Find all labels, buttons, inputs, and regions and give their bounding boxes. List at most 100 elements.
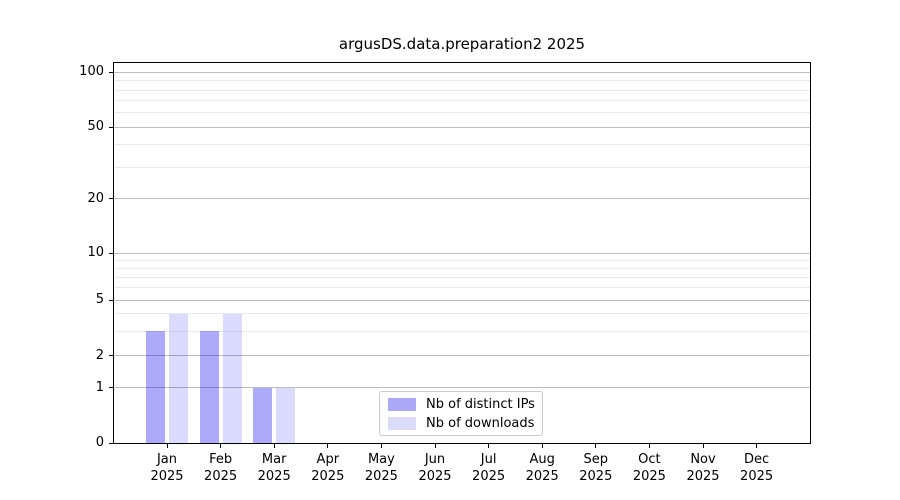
x-tick-month: Oct: [638, 452, 661, 467]
x-tick-mark: [756, 444, 758, 448]
x-tick-year: 2025: [150, 468, 184, 484]
x-tick-label-may: May 2025: [349, 452, 413, 485]
x-tick-month: Jul: [480, 452, 497, 467]
minor-gridline: [114, 144, 810, 146]
x-tick-year: 2025: [579, 468, 613, 484]
x-tick-month: Apr: [316, 452, 340, 467]
major-gridline: [114, 252, 810, 254]
x-tick-label-mar: Mar 2025: [242, 452, 306, 485]
bar-nb-of-distinct-ips-feb: [199, 331, 219, 443]
x-tick-label-sep: Sep 2025: [564, 452, 628, 485]
x-tick-month: Dec: [744, 452, 770, 467]
x-tick-month: Feb: [209, 452, 233, 467]
y-tick-label: 10: [87, 245, 104, 261]
x-tick-year: 2025: [257, 468, 291, 484]
x-tick-mark: [595, 444, 597, 448]
y-tick-label: 20: [87, 190, 104, 206]
minor-gridline: [114, 80, 810, 82]
x-tick-year: 2025: [472, 468, 506, 484]
x-tick-label-dec: Dec 2025: [725, 452, 789, 485]
minor-gridline: [114, 100, 810, 102]
chart-title: argusDS.data.preparation2 2025: [338, 35, 586, 53]
bar-nb-of-downloads-feb: [222, 313, 242, 443]
bar-nb-of-downloads-jan: [169, 313, 188, 443]
legend-swatch-distinct-ips: [388, 397, 416, 411]
minor-gridline: [114, 287, 810, 289]
y-tick-mark: [109, 355, 113, 357]
minor-gridline: [114, 330, 810, 332]
x-tick-year: 2025: [632, 468, 666, 484]
minor-gridline: [114, 166, 810, 168]
y-tick-mark: [109, 442, 113, 444]
x-tick-mark: [273, 444, 275, 448]
x-tick-month: Nov: [690, 452, 716, 467]
x-tick-label-oct: Oct 2025: [617, 452, 681, 485]
bar-nb-of-distinct-ips-jan: [146, 331, 165, 443]
y-tick-mark: [109, 198, 113, 200]
minor-gridline: [114, 313, 810, 315]
x-tick-mark: [648, 444, 650, 448]
x-tick-mark: [541, 444, 543, 448]
y-tick-label: 100: [79, 64, 104, 80]
minor-gridline: [114, 268, 810, 270]
x-tick-year: 2025: [686, 468, 720, 484]
y-tick-mark: [109, 126, 113, 128]
legend-swatch-downloads: [388, 416, 416, 430]
minor-gridline: [114, 89, 810, 91]
bar-nb-of-distinct-ips-mar: [253, 387, 273, 443]
x-tick-year: 2025: [364, 468, 398, 484]
x-tick-month: May: [367, 452, 395, 467]
x-tick-year: 2025: [418, 468, 452, 484]
y-tick-label: 2: [95, 347, 104, 363]
x-tick-label-nov: Nov 2025: [671, 452, 735, 485]
x-tick-mark: [327, 444, 329, 448]
x-tick-label-jan: Jan 2025: [135, 452, 199, 485]
legend: Nb of distinct IPs Nb of downloads: [379, 391, 543, 436]
x-tick-mark: [488, 444, 490, 448]
x-tick-label-apr: Apr 2025: [296, 452, 360, 485]
minor-gridline: [114, 112, 810, 114]
legend-item-downloads: Nb of downloads: [388, 415, 542, 431]
x-tick-year: 2025: [204, 468, 238, 484]
x-tick-month: Sep: [583, 452, 609, 467]
x-tick-year: 2025: [525, 468, 559, 484]
major-gridline: [114, 355, 810, 357]
bar-nb-of-downloads-mar: [276, 387, 296, 443]
y-tick-label: 1: [95, 379, 104, 395]
y-tick-label: 5: [95, 292, 104, 308]
x-tick-label-aug: Aug 2025: [510, 452, 574, 485]
x-tick-year: 2025: [740, 468, 774, 484]
legend-item-distinct-ips: Nb of distinct IPs: [388, 396, 542, 412]
legend-label-downloads: Nb of downloads: [426, 415, 535, 431]
x-tick-month: Mar: [261, 452, 287, 467]
x-tick-mark: [434, 444, 436, 448]
major-gridline: [114, 126, 810, 128]
y-tick-label: 0: [95, 435, 104, 450]
y-tick-label: 50: [87, 119, 104, 135]
y-tick-mark: [109, 387, 113, 389]
x-tick-mark: [380, 444, 382, 448]
x-tick-mark: [702, 444, 704, 448]
major-gridline: [114, 387, 810, 389]
y-tick-mark: [109, 299, 113, 301]
minor-gridline: [114, 277, 810, 279]
x-tick-month: Aug: [529, 452, 555, 467]
major-gridline: [114, 71, 810, 73]
x-tick-label-jul: Jul 2025: [457, 452, 521, 485]
x-tick-label-feb: Feb 2025: [189, 452, 253, 485]
major-gridline: [114, 198, 810, 200]
x-tick-label-jun: Jun 2025: [403, 452, 467, 485]
minor-gridline: [114, 260, 810, 262]
x-tick-month: Jan: [156, 452, 178, 467]
x-tick-mark: [166, 444, 168, 448]
y-tick-mark: [109, 252, 113, 254]
legend-label-distinct-ips: Nb of distinct IPs: [426, 396, 535, 412]
x-tick-year: 2025: [311, 468, 345, 484]
x-tick-month: Jun: [424, 452, 446, 467]
x-tick-mark: [220, 444, 222, 448]
major-gridline: [114, 299, 810, 301]
